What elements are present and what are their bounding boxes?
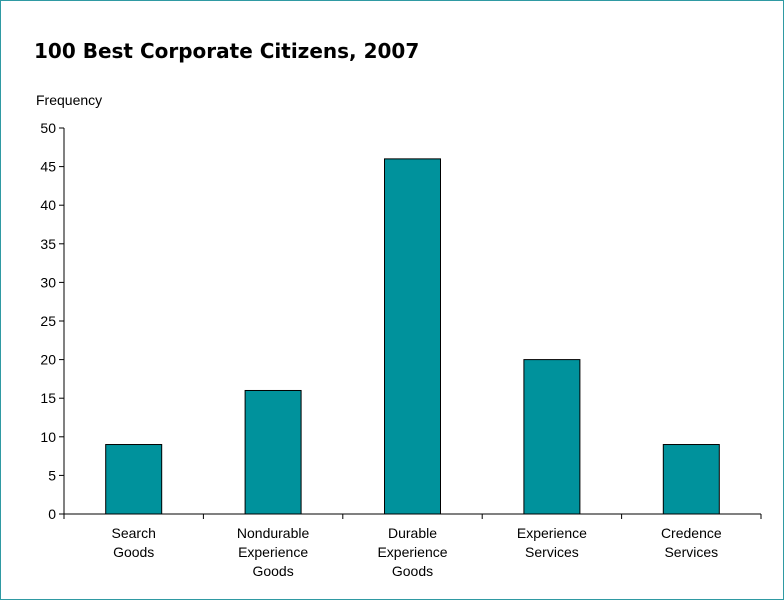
x-tick-label: Experience Services — [517, 525, 587, 560]
bar — [662, 444, 720, 515]
chart-title: 100 Best Corporate Citizens, 2007 — [34, 39, 420, 63]
y-tick-label: 45 — [40, 159, 56, 175]
y-tick-label: 40 — [40, 197, 56, 213]
x-tick-label-line: Services — [664, 544, 718, 560]
x-tick-label: Search Goods — [112, 525, 156, 560]
y-tick-label: 35 — [40, 236, 56, 252]
chart-bars — [105, 158, 720, 515]
x-tick-label-line: Durable — [388, 525, 437, 541]
x-tick-label-line: Credence — [661, 525, 722, 541]
x-tick-label-line: Nondurable — [237, 525, 310, 541]
y-tick-label: 10 — [40, 429, 56, 445]
y-tick-label: 25 — [40, 313, 56, 329]
chart-labels: Frequency 0 5 10 15 20 25 30 35 40 45 50 Search Goods… — [36, 92, 722, 579]
y-tick-label: 30 — [40, 274, 56, 290]
y-tick-label: 5 — [48, 467, 56, 483]
y-tick-label: 15 — [40, 390, 56, 406]
y-axis-label: Frequency — [36, 92, 102, 108]
x-tick-label-line: Goods — [113, 544, 154, 560]
bar — [523, 359, 581, 515]
bar — [384, 158, 441, 515]
bar — [244, 389, 302, 515]
x-tick-label-line: Experience — [517, 525, 587, 541]
x-tick-label: Nondurable Experience Goods — [237, 525, 310, 579]
x-tick-label-line: Goods — [392, 563, 433, 579]
x-tick-label-line: Services — [525, 544, 579, 560]
x-tick-label-line: Experience — [238, 544, 308, 560]
x-tick-label-line: Search — [112, 525, 156, 541]
x-tick-label: Credence Services — [661, 525, 722, 560]
x-tick-label-line: Goods — [252, 563, 293, 579]
bar — [105, 444, 163, 515]
x-tick-label: Durable Experience Goods — [377, 525, 447, 579]
y-tick-label: 20 — [40, 352, 56, 368]
y-tick-label: 0 — [48, 506, 56, 522]
x-tick-label-line: Experience — [377, 544, 447, 560]
y-tick-label: 50 — [40, 120, 56, 136]
